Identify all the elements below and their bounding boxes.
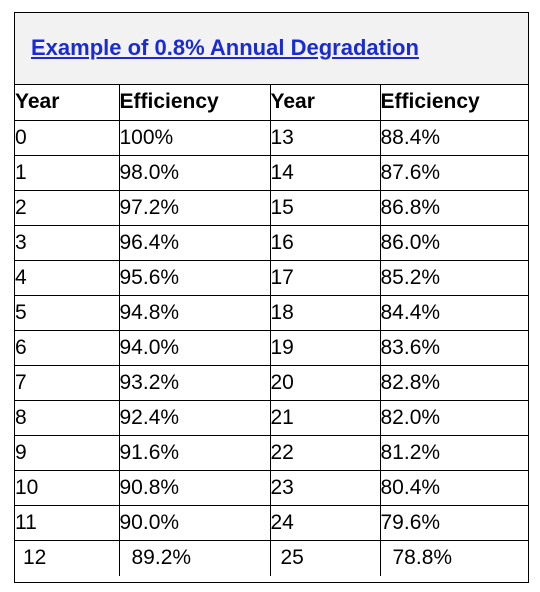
efficiency-cell: 96.4% bbox=[118, 224, 271, 261]
year-cell: 6 bbox=[15, 329, 120, 366]
header-row: Year Efficiency Year Efficiency bbox=[15, 85, 528, 121]
table-row: 1 98.0% 14 87.6% bbox=[15, 154, 528, 191]
header-year-2: Year bbox=[269, 85, 381, 121]
year-cell: 10 bbox=[15, 469, 120, 506]
table-title-link[interactable]: Example of 0.8% Annual Degradation bbox=[31, 35, 419, 60]
efficiency-cell: 90.0% bbox=[118, 504, 271, 541]
efficiency-cell: 93.2% bbox=[118, 364, 271, 401]
year-cell: 20 bbox=[269, 364, 381, 401]
year-cell: 3 bbox=[15, 224, 120, 261]
efficiency-cell: 89.2% bbox=[118, 539, 271, 576]
efficiency-cell: 100% bbox=[118, 119, 271, 156]
year-cell: 9 bbox=[15, 434, 120, 471]
table-row: 7 93.2% 20 82.8% bbox=[15, 364, 528, 401]
table-row: 0 100% 13 88.4% bbox=[15, 119, 528, 156]
table-row: 3 96.4% 16 86.0% bbox=[15, 224, 528, 261]
table-row: 6 94.0% 19 83.6% bbox=[15, 329, 528, 366]
year-cell: 25 bbox=[269, 539, 381, 576]
efficiency-cell: 90.8% bbox=[118, 469, 271, 506]
year-cell: 21 bbox=[269, 399, 381, 436]
year-cell: 14 bbox=[269, 154, 381, 191]
efficiency-cell: 82.0% bbox=[379, 399, 528, 436]
year-cell: 24 bbox=[269, 504, 381, 541]
efficiency-cell: 97.2% bbox=[118, 189, 271, 226]
efficiency-cell: 84.4% bbox=[379, 294, 528, 331]
efficiency-cell: 94.8% bbox=[118, 294, 271, 331]
year-cell: 17 bbox=[269, 259, 381, 296]
year-cell: 4 bbox=[15, 259, 120, 296]
year-cell: 5 bbox=[15, 294, 120, 331]
efficiency-cell: 91.6% bbox=[118, 434, 271, 471]
year-cell: 22 bbox=[269, 434, 381, 471]
year-cell: 23 bbox=[269, 469, 381, 506]
table-row: 11 90.0% 24 79.6% bbox=[15, 504, 528, 541]
year-cell: 7 bbox=[15, 364, 120, 401]
efficiency-cell: 78.8% bbox=[379, 539, 528, 576]
efficiency-cell: 79.6% bbox=[379, 504, 528, 541]
degradation-table-frame: Example of 0.8% Annual Degradation Year … bbox=[14, 12, 529, 583]
efficiency-cell: 92.4% bbox=[118, 399, 271, 436]
table-row: 5 94.8% 18 84.4% bbox=[15, 294, 528, 331]
efficiency-cell: 85.2% bbox=[379, 259, 528, 296]
year-cell: 8 bbox=[15, 399, 120, 436]
year-cell: 12 bbox=[15, 539, 120, 576]
year-cell: 18 bbox=[269, 294, 381, 331]
efficiency-cell: 95.6% bbox=[118, 259, 271, 296]
efficiency-cell: 86.8% bbox=[379, 189, 528, 226]
year-cell: 19 bbox=[269, 329, 381, 366]
year-cell: 16 bbox=[269, 224, 381, 261]
efficiency-cell: 83.6% bbox=[379, 329, 528, 366]
table-row: 9 91.6% 22 81.2% bbox=[15, 434, 528, 471]
header-year-1: Year bbox=[15, 85, 120, 121]
table-row: 4 95.6% 17 85.2% bbox=[15, 259, 528, 296]
year-cell: 15 bbox=[269, 189, 381, 226]
year-cell: 1 bbox=[15, 154, 120, 191]
efficiency-cell: 82.8% bbox=[379, 364, 528, 401]
year-cell: 11 bbox=[15, 504, 120, 541]
table-row: 2 97.2% 15 86.8% bbox=[15, 189, 528, 226]
efficiency-cell: 98.0% bbox=[118, 154, 271, 191]
efficiency-cell: 88.4% bbox=[379, 119, 528, 156]
table-row: 10 90.8% 23 80.4% bbox=[15, 469, 528, 506]
table-row: 12 89.2% 25 78.8% bbox=[15, 539, 528, 576]
header-efficiency-2: Efficiency bbox=[379, 85, 528, 121]
header-efficiency-1: Efficiency bbox=[118, 85, 271, 121]
efficiency-cell: 86.0% bbox=[379, 224, 528, 261]
efficiency-cell: 81.2% bbox=[379, 434, 528, 471]
degradation-table: Year Efficiency Year Efficiency 0 100% 13 8… bbox=[15, 85, 528, 576]
efficiency-cell: 94.0% bbox=[118, 329, 271, 366]
efficiency-cell: 87.6% bbox=[379, 154, 528, 191]
table-row: 8 92.4% 21 82.0% bbox=[15, 399, 528, 436]
efficiency-cell: 80.4% bbox=[379, 469, 528, 506]
title-band: Example of 0.8% Annual Degradation bbox=[15, 13, 528, 85]
year-cell: 13 bbox=[269, 119, 381, 156]
year-cell: 0 bbox=[15, 119, 120, 156]
year-cell: 2 bbox=[15, 189, 120, 226]
